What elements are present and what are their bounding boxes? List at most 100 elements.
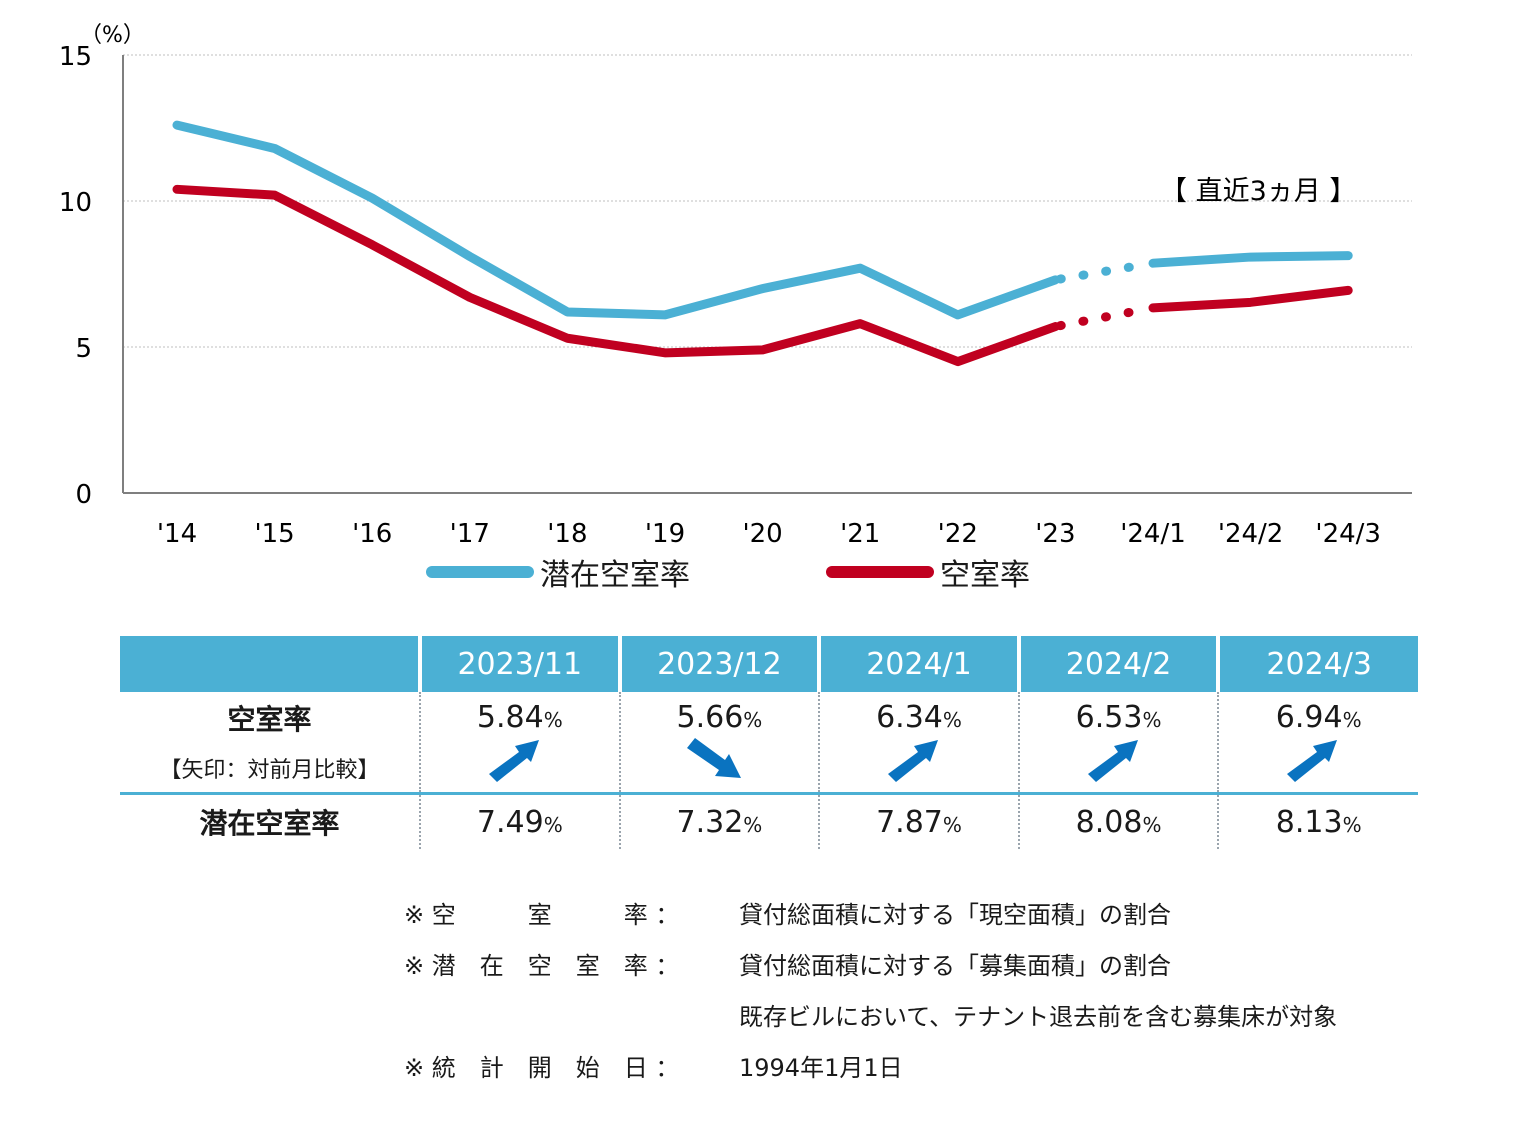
x-tick-label: '18 [547, 519, 587, 549]
x-tick-label: '19 [645, 519, 685, 549]
row-label-latent: 潜在空室率 [120, 792, 420, 849]
legend-latent-swatch [426, 566, 534, 578]
recent-3-months-annotation: 【 直近3ヵ月 】 [1160, 176, 1356, 207]
x-tick-label: '23 [1035, 519, 1075, 549]
series-lines [172, 120, 1353, 367]
table-row-vacancy: 空室率 【矢印：対前月比較】 5.84% 5.66% 6.34% 6.53% 6… [120, 692, 1418, 795]
vacancy-cell: 6.53% [1017, 692, 1219, 795]
y-tick-label: 10 [59, 188, 92, 218]
x-tick-label: '14 [157, 519, 197, 549]
header-blank-cell [120, 636, 420, 692]
series-line-annual [172, 120, 1060, 320]
percent-sign: % [942, 708, 962, 732]
latent-value: 7.87 [876, 804, 943, 840]
latent-cell: 8.08% [1017, 792, 1219, 849]
x-tick-label: '21 [840, 519, 880, 549]
trend-down-arrow-icon [686, 738, 741, 778]
note-latent-detail: 既存ビルにおいて、テナント退去前を含む募集床が対象 [404, 992, 1337, 1043]
note-start-date: ※ 統 計 開 始 日 ： 1994年1月1日 [404, 1043, 1337, 1094]
header-2024-1: 2024/1 [817, 636, 1019, 692]
series-line-annual [172, 184, 1060, 367]
percent-sign: % [743, 708, 763, 732]
note-latent-definition: ※ 潜 在 空 室 率 ： 貸付総面積に対する「募集面積」の割合 [404, 941, 1337, 992]
vacancy-cell: 5.84% [419, 692, 620, 795]
trend-up-arrow-icon [489, 740, 539, 782]
latent-value: 8.08 [1075, 804, 1143, 840]
percent-sign: % [1342, 708, 1362, 732]
vacancy-value: 6.94 [1275, 700, 1343, 735]
percent-sign: % [1142, 812, 1162, 837]
row-sublabel-arrow-note: 【矢印：対前月比較】 [159, 758, 380, 783]
vacancy-table: 2023/11 2023/12 2024/1 2024/2 2024/3 空室率… [120, 636, 1418, 849]
x-tick-label: '16 [352, 519, 392, 549]
note-key: ※ 潜 在 空 室 率 ： [404, 952, 680, 980]
legend-vacancy: 空室率 [826, 552, 1030, 593]
vacancy-value: 6.34 [876, 700, 943, 735]
legend-latent: 潜在空室率 [426, 552, 690, 593]
vacancy-value-wrap: 5.84% [421, 700, 619, 735]
note-key: ※ 空 室 率 ： [404, 901, 680, 929]
note-text: 1994年1月1日 [739, 1054, 903, 1082]
y-tick-label: 5 [75, 334, 92, 364]
vacancy-value-wrap: 6.94% [1219, 700, 1418, 735]
percent-sign: % [543, 812, 563, 837]
vacancy-value-wrap: 5.66% [621, 700, 819, 735]
y-tick-labels: 0 5 10 15 [59, 42, 92, 510]
note-key [404, 992, 739, 1043]
header-2023-11: 2023/11 [418, 636, 620, 692]
latent-value: 7.49 [476, 804, 544, 840]
vacancy-value-wrap: 6.34% [820, 700, 1018, 735]
note-text: 貸付総面積に対する「現空面積」の割合 [739, 901, 1171, 929]
note-text: 貸付総面積に対する「募集面積」の割合 [739, 952, 1171, 980]
series-line-dotted-gap [1055, 304, 1150, 331]
latent-cell: 7.49% [419, 792, 620, 849]
percent-sign: % [942, 812, 962, 837]
vacancy-value: 5.84 [476, 700, 544, 735]
note-text: 既存ビルにおいて、テナント退去前を含む募集床が対象 [739, 1003, 1338, 1031]
x-tick-label: '20 [742, 519, 782, 549]
x-tick-label: '24/3 [1315, 519, 1381, 549]
header-2024-2: 2024/2 [1016, 636, 1219, 692]
trend-up-arrow-icon [888, 740, 939, 782]
x-tick-labels: '14 '15 '16 '17 '18 '19 '20 '21 '22 '23 '24/1 '24/2… [157, 519, 1381, 549]
legend-vacancy-swatch [826, 566, 934, 578]
y-tick-label: 0 [75, 480, 92, 510]
latent-cell: 8.13% [1217, 792, 1418, 849]
trend-up-arrow-icon [1287, 740, 1338, 782]
series-line-dotted-gap [1055, 260, 1150, 284]
legend-latent-label: 潜在空室率 [540, 558, 690, 593]
legend-vacancy-label: 空室率 [940, 558, 1030, 593]
x-tick-label: '15 [254, 519, 294, 549]
percent-sign: % [743, 812, 763, 837]
latent-cell: 7.87% [818, 792, 1019, 849]
note-vacancy-definition: ※ 空 室 率 ： 貸付総面積に対する「現空面積」の割合 [404, 890, 1337, 941]
note-key: ※ 統 計 開 始 日 ： [404, 1054, 680, 1082]
line-chart: （%） 0 5 10 15 '14 '15 '16 '17 '18 '19 '20 '21 '22 '2… [59, 23, 1412, 549]
latent-value: 7.32 [676, 804, 744, 840]
latent-value: 8.13 [1275, 804, 1343, 840]
header-2023-12: 2023/12 [617, 636, 820, 692]
series-line-monthly [1148, 251, 1353, 268]
vacancy-value-wrap: 6.53% [1020, 700, 1218, 735]
table-header-row: 2023/11 2023/12 2024/1 2024/2 2024/3 [120, 636, 1418, 692]
vacancy-value: 6.53 [1075, 700, 1143, 735]
percent-sign: % [1142, 708, 1162, 732]
x-tick-label: '22 [938, 519, 978, 549]
table-row-latent: 潜在空室率 7.49% 7.32% 7.87% 8.08% 8.13% [120, 792, 1418, 849]
footnotes: ※ 空 室 率 ： 貸付総面積に対する「現空面積」の割合 ※ 潜 在 空 室 率… [404, 890, 1337, 1094]
vacancy-cell: 5.66% [618, 692, 820, 795]
percent-sign: % [543, 708, 563, 732]
y-tick-label: 15 [59, 42, 92, 72]
y-unit-label: （%） [80, 23, 145, 48]
x-tick-label: '17 [450, 519, 490, 549]
latent-cell: 7.32% [618, 792, 820, 849]
row-head-vacancy: 空室率 【矢印：対前月比較】 [120, 692, 420, 795]
x-tick-label: '24/2 [1218, 519, 1284, 549]
vacancy-cell: 6.34% [818, 692, 1019, 795]
vacancy-value: 5.66 [676, 700, 744, 735]
x-tick-label: '24/1 [1120, 519, 1186, 549]
header-2024-3: 2024/3 [1216, 636, 1418, 692]
row-label-vacancy: 空室率 [227, 703, 312, 736]
percent-sign: % [1342, 812, 1362, 837]
vacancy-cell: 6.94% [1217, 692, 1418, 795]
